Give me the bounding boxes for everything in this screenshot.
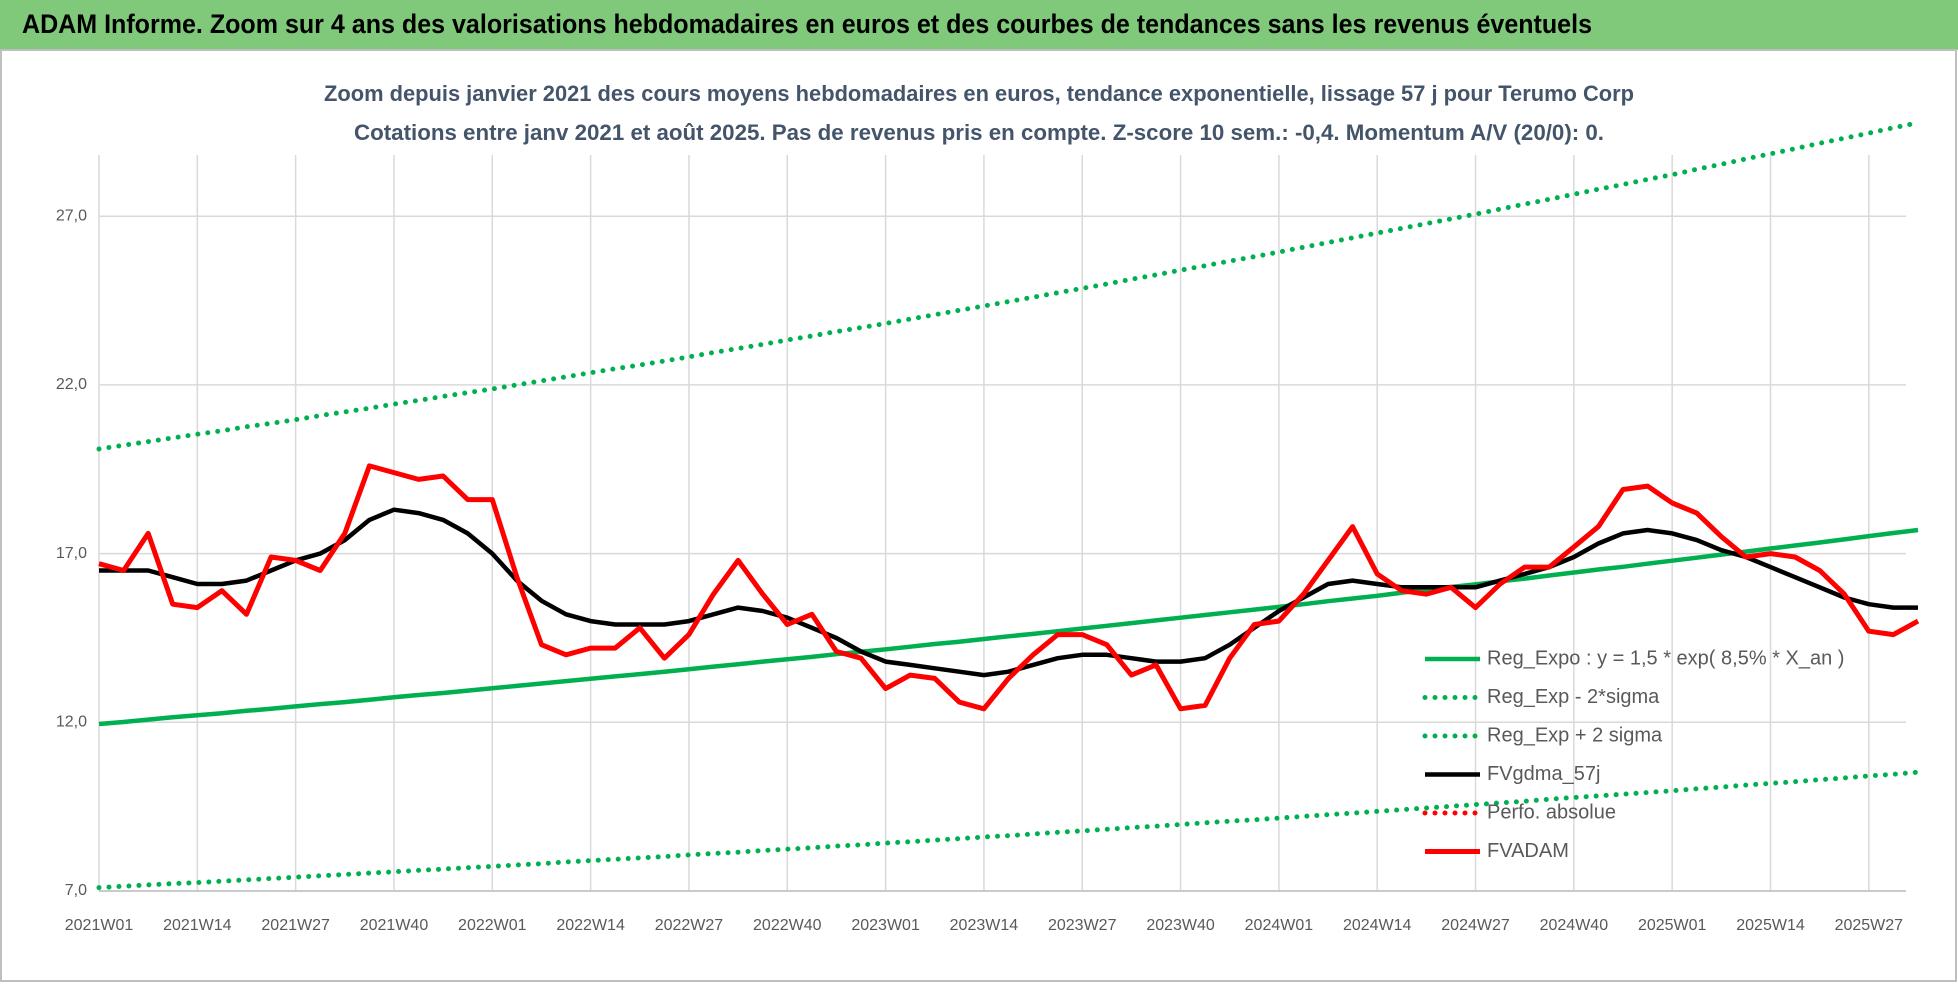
y-tick-label: 27,0 bbox=[56, 207, 87, 224]
x-tick-label: 2024W40 bbox=[1540, 917, 1609, 934]
legend-label: Reg_Exp - 2*sigma bbox=[1487, 686, 1660, 708]
x-tick-label: 2023W14 bbox=[950, 917, 1019, 934]
x-tick-label: 2021W27 bbox=[261, 917, 330, 934]
x-tick-label: 2025W01 bbox=[1638, 917, 1707, 934]
chart-title: Zoom depuis janvier 2021 des cours moyen… bbox=[324, 81, 1634, 106]
y-tick-label: 12,0 bbox=[56, 714, 87, 731]
x-tick-label: 2024W27 bbox=[1441, 917, 1510, 934]
legend-label: Reg_Expo : y = 1,5 * exp( 8,5% * X_an ) bbox=[1487, 647, 1844, 669]
x-tick-label: 2024W01 bbox=[1245, 917, 1314, 934]
x-tick-label: 2025W27 bbox=[1835, 917, 1904, 934]
x-tick-label: 2021W14 bbox=[163, 917, 232, 934]
x-tick-label: 2021W40 bbox=[360, 917, 429, 934]
series-line bbox=[98, 527, 1919, 727]
legend-label: FVgdma_57j bbox=[1487, 763, 1600, 785]
chart-frame bbox=[0, 49, 1957, 982]
legend-label: Reg_Exp + 2 sigma bbox=[1487, 724, 1663, 746]
x-tick-label: 2024W14 bbox=[1343, 917, 1412, 934]
legend-label: FVADAM bbox=[1487, 840, 1569, 862]
x-tick-label: 2022W27 bbox=[655, 917, 724, 934]
y-tick-label: 22,0 bbox=[56, 376, 87, 393]
chart-subtitle: Cotations entre janv 2021 et août 2025. … bbox=[354, 120, 1604, 145]
series-line bbox=[99, 507, 1918, 678]
x-tick-label: 2022W40 bbox=[753, 917, 822, 934]
series-line bbox=[98, 463, 1920, 712]
series-line bbox=[96, 769, 1921, 891]
x-tick-label: 2021W01 bbox=[65, 917, 134, 934]
y-tick-label: 7,0 bbox=[65, 882, 87, 899]
y-tick-label: 17,0 bbox=[56, 545, 87, 562]
x-tick-label: 2023W40 bbox=[1146, 917, 1215, 934]
header-title: ADAM Informe. Zoom sur 4 ans des valoris… bbox=[22, 9, 1592, 39]
x-tick-label: 2023W01 bbox=[851, 917, 920, 934]
x-tick-label: 2022W01 bbox=[458, 917, 527, 934]
x-tick-label: 2025W14 bbox=[1736, 917, 1805, 934]
x-tick-label: 2022W14 bbox=[556, 917, 625, 934]
x-tick-label: 2023W27 bbox=[1048, 917, 1117, 934]
legend-label: Perfo. absolue bbox=[1487, 801, 1616, 823]
header-bar bbox=[0, 0, 1958, 50]
series-line bbox=[96, 120, 1921, 452]
